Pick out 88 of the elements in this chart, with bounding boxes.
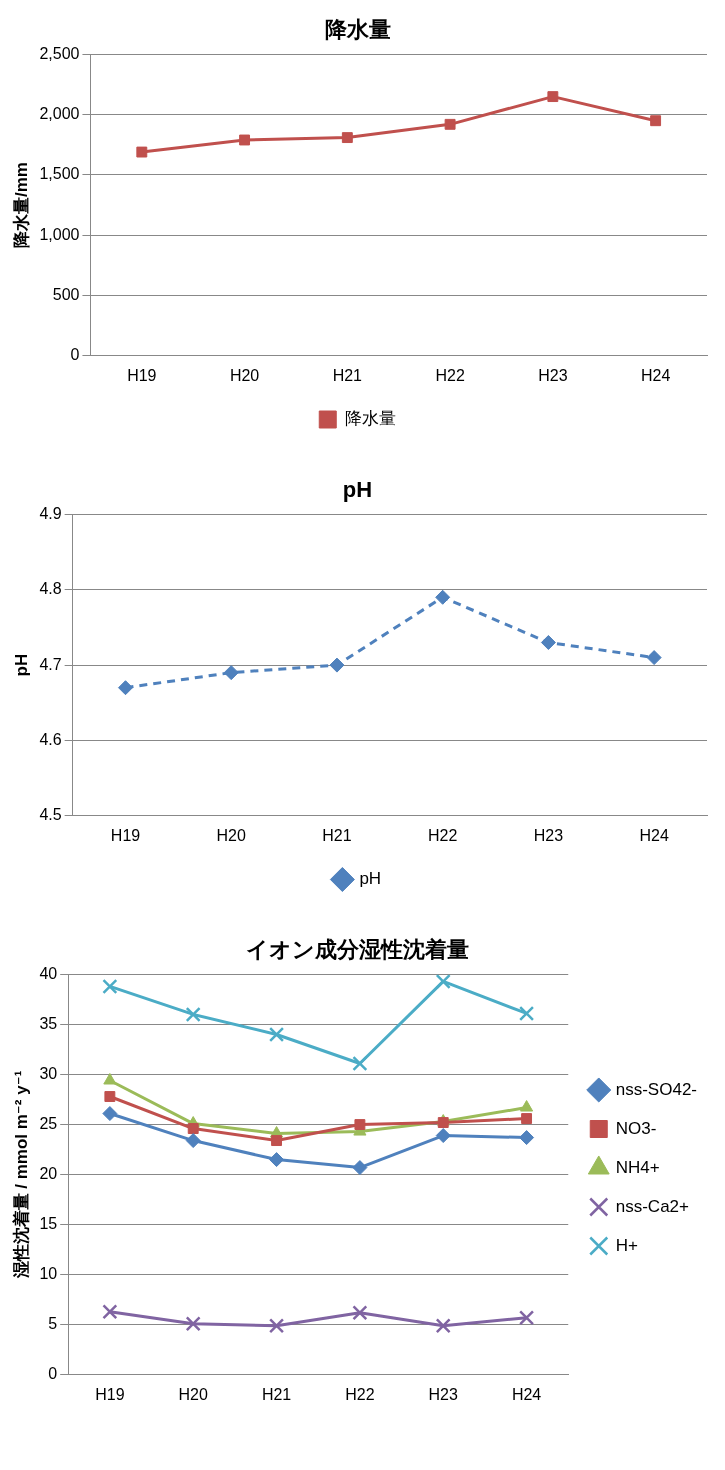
point — [444, 118, 456, 130]
y-axis-title: pH — [11, 653, 31, 677]
point — [187, 1123, 199, 1134]
x-tick-label: H24 — [640, 366, 671, 384]
x-tick-label: H24 — [511, 1385, 542, 1403]
point — [341, 132, 353, 144]
x-tick-label: H23 — [533, 826, 564, 844]
y-tick-label: 4.5 — [39, 806, 62, 824]
x-tick-label: H23 — [428, 1385, 459, 1403]
point — [102, 978, 118, 995]
x-tick-label: H22 — [435, 366, 465, 384]
point — [103, 1073, 117, 1085]
x-tick-label: H19 — [95, 1385, 125, 1403]
y-tick-label: 35 — [39, 1014, 58, 1032]
y-axis-title: 降水量/mm — [11, 162, 31, 249]
y-tick-label: 2,500 — [39, 44, 80, 62]
y-tick-label: 4.7 — [39, 655, 62, 673]
point — [329, 657, 345, 673]
y-tick-label: 5 — [48, 1315, 58, 1333]
x-tick-label: H20 — [216, 826, 247, 844]
x-tick-label: H19 — [110, 826, 141, 844]
y-tick-label: 20 — [39, 1165, 58, 1183]
x-tick-label: H21 — [261, 1385, 292, 1403]
y-tick-label: 2,000 — [39, 105, 80, 123]
chart-title: イオン成分湿性沈着量 — [246, 937, 469, 963]
x-tick-label: H22 — [428, 826, 458, 844]
point — [540, 635, 556, 650]
point — [547, 91, 559, 103]
point — [354, 1119, 366, 1130]
chart-title: 降水量 — [324, 17, 391, 43]
chart-title: pH — [342, 477, 373, 503]
x-tick-label: H22 — [345, 1385, 375, 1403]
point — [102, 1304, 118, 1320]
point — [118, 680, 134, 696]
point — [185, 1133, 201, 1149]
point — [521, 1113, 533, 1124]
point — [271, 1135, 282, 1147]
point — [185, 1006, 201, 1023]
x-tick-label: H23 — [538, 366, 568, 384]
y-tick-label: 1,000 — [39, 225, 80, 243]
point — [268, 1318, 285, 1334]
x-tick-label: H19 — [127, 366, 157, 384]
y-tick-label: 4.9 — [39, 504, 62, 522]
legend-label: NO3- — [615, 1118, 657, 1138]
point — [650, 115, 662, 127]
legend-label: pH — [359, 869, 382, 889]
y-tick-label: 500 — [52, 285, 80, 303]
point — [520, 1100, 534, 1112]
point — [223, 665, 239, 681]
legend-label: H+ — [615, 1235, 639, 1255]
point — [435, 974, 451, 990]
point — [518, 1005, 535, 1022]
legend-label: nss-Ca2+ — [615, 1196, 690, 1216]
point — [519, 1130, 535, 1146]
y-tick-label: 4.6 — [39, 730, 62, 748]
x-tick-label: H21 — [322, 826, 352, 844]
y-tick-label: 40 — [39, 964, 58, 982]
x-tick-label: H21 — [332, 366, 363, 384]
y-tick-label: 30 — [39, 1064, 58, 1082]
legend-label: nss-SO42- — [615, 1079, 697, 1099]
point — [435, 1318, 451, 1334]
y-tick-label: 15 — [39, 1215, 58, 1233]
y-tick-label: 0 — [70, 346, 80, 364]
legend-label: 降水量 — [344, 409, 396, 429]
x-tick-label: H20 — [229, 366, 260, 384]
point — [185, 1316, 201, 1332]
point — [518, 1310, 535, 1326]
point — [268, 1026, 285, 1043]
y-tick-label: 4.8 — [39, 580, 62, 598]
y-tick-label: 1,500 — [39, 165, 80, 183]
x-tick-label: H24 — [639, 826, 669, 844]
y-tick-label: 0 — [48, 1365, 58, 1383]
point — [435, 589, 451, 605]
point — [352, 1160, 368, 1176]
point — [646, 650, 662, 666]
x-tick-label: H20 — [178, 1385, 208, 1403]
y-axis-title: 湿性沈着量 / mmol m⁻² y⁻¹ — [11, 1070, 31, 1280]
y-tick-label: 25 — [39, 1114, 58, 1132]
point — [269, 1152, 285, 1168]
point — [352, 1305, 368, 1321]
point — [239, 134, 251, 146]
point — [102, 1106, 118, 1122]
point — [352, 1055, 368, 1072]
y-tick-label: 10 — [39, 1265, 58, 1283]
point — [136, 146, 148, 158]
legend-label: NH4+ — [615, 1157, 660, 1177]
point — [435, 1128, 451, 1144]
point — [104, 1091, 116, 1102]
